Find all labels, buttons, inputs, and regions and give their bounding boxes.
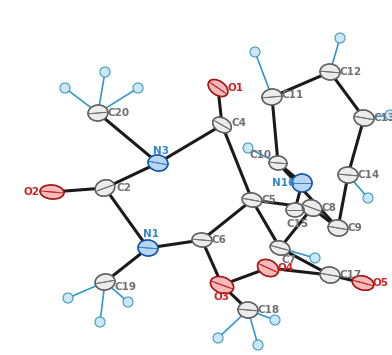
Ellipse shape <box>354 110 374 126</box>
Ellipse shape <box>40 185 64 199</box>
Ellipse shape <box>243 143 253 153</box>
Text: C20: C20 <box>108 108 130 118</box>
Text: O5: O5 <box>373 278 389 288</box>
Text: N16: N16 <box>272 178 295 188</box>
Ellipse shape <box>208 80 228 97</box>
Text: O4: O4 <box>278 263 294 273</box>
Ellipse shape <box>335 33 345 43</box>
Ellipse shape <box>100 67 110 77</box>
Ellipse shape <box>363 193 373 203</box>
Ellipse shape <box>63 293 73 303</box>
Text: O1: O1 <box>228 83 244 93</box>
Ellipse shape <box>148 155 168 171</box>
Ellipse shape <box>192 233 212 247</box>
Ellipse shape <box>258 260 279 277</box>
Ellipse shape <box>95 180 115 196</box>
Text: C4: C4 <box>232 118 247 128</box>
Ellipse shape <box>95 317 105 327</box>
Text: C8: C8 <box>322 203 337 213</box>
Ellipse shape <box>250 47 260 57</box>
Ellipse shape <box>302 200 322 216</box>
Ellipse shape <box>338 167 358 183</box>
Ellipse shape <box>352 276 374 290</box>
Ellipse shape <box>40 185 64 199</box>
Text: C15: C15 <box>287 219 309 229</box>
Text: C9: C9 <box>348 223 363 233</box>
Ellipse shape <box>211 277 234 294</box>
Text: C2: C2 <box>117 183 132 193</box>
Text: N1: N1 <box>143 229 159 239</box>
Ellipse shape <box>270 241 290 255</box>
Ellipse shape <box>238 302 258 318</box>
Ellipse shape <box>292 174 312 192</box>
Ellipse shape <box>212 117 231 133</box>
Ellipse shape <box>338 167 358 183</box>
Ellipse shape <box>258 260 279 277</box>
Ellipse shape <box>88 105 108 121</box>
Ellipse shape <box>328 220 348 236</box>
Ellipse shape <box>123 297 133 307</box>
Ellipse shape <box>238 302 258 318</box>
Text: C17: C17 <box>340 270 362 280</box>
Text: C5: C5 <box>262 195 277 205</box>
Ellipse shape <box>269 156 287 170</box>
Ellipse shape <box>95 274 115 290</box>
Ellipse shape <box>320 64 340 80</box>
Ellipse shape <box>242 193 262 207</box>
Ellipse shape <box>213 333 223 343</box>
Text: C19: C19 <box>115 282 137 292</box>
Text: N3: N3 <box>153 146 169 156</box>
Ellipse shape <box>133 83 143 93</box>
Ellipse shape <box>253 340 263 350</box>
Ellipse shape <box>352 276 374 290</box>
Ellipse shape <box>270 315 280 325</box>
Ellipse shape <box>208 80 228 97</box>
Ellipse shape <box>138 240 158 256</box>
Ellipse shape <box>292 174 312 192</box>
Ellipse shape <box>310 253 320 263</box>
Ellipse shape <box>242 193 262 207</box>
Ellipse shape <box>320 267 340 283</box>
Text: C7: C7 <box>282 255 297 265</box>
Ellipse shape <box>302 200 322 216</box>
Text: C18: C18 <box>258 305 280 315</box>
Ellipse shape <box>212 117 231 133</box>
Ellipse shape <box>148 155 168 171</box>
Ellipse shape <box>138 240 158 256</box>
Ellipse shape <box>320 267 340 283</box>
Text: C14: C14 <box>358 170 380 180</box>
Ellipse shape <box>262 89 282 105</box>
Text: C12: C12 <box>340 67 362 77</box>
Text: C11: C11 <box>282 90 304 100</box>
Text: C13: C13 <box>374 113 392 123</box>
Ellipse shape <box>320 64 340 80</box>
Ellipse shape <box>60 83 70 93</box>
Ellipse shape <box>95 274 115 290</box>
Ellipse shape <box>286 203 304 217</box>
Ellipse shape <box>270 241 290 255</box>
Ellipse shape <box>269 156 287 170</box>
Ellipse shape <box>211 277 234 294</box>
Ellipse shape <box>354 110 374 126</box>
Ellipse shape <box>88 105 108 121</box>
Text: C6: C6 <box>212 235 227 245</box>
Text: C10: C10 <box>250 150 272 160</box>
Ellipse shape <box>385 110 392 120</box>
Ellipse shape <box>286 203 304 217</box>
Text: O2: O2 <box>24 187 40 197</box>
Ellipse shape <box>328 220 348 236</box>
Ellipse shape <box>192 233 212 247</box>
Ellipse shape <box>262 89 282 105</box>
Ellipse shape <box>95 180 115 196</box>
Text: O3: O3 <box>214 292 230 302</box>
